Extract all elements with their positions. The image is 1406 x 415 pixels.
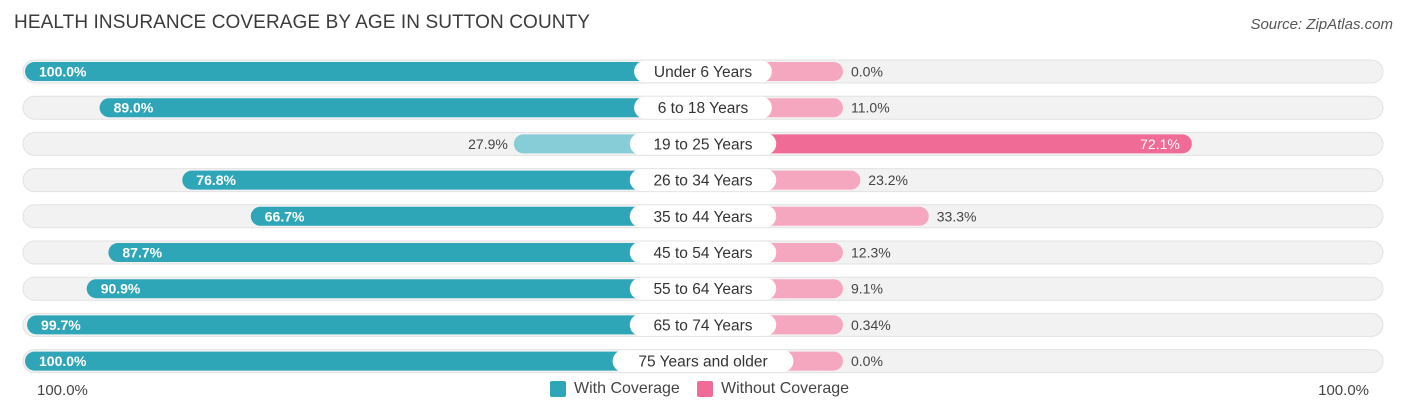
- category-label-pill: [629, 205, 777, 228]
- category-label-pill: [634, 96, 772, 119]
- legend: With Coverage Without Coverage: [0, 380, 1406, 402]
- category-label: 55 to 64 Years: [653, 281, 752, 298]
- without-coverage-value-label: 11.0%: [851, 100, 890, 116]
- bar-with-coverage: [25, 62, 703, 81]
- category-label-pill: [629, 241, 777, 264]
- without-coverage-value-label: 12.3%: [851, 245, 891, 261]
- with-coverage-value-label: 100.0%: [39, 64, 87, 80]
- category-label: 19 to 25 Years: [653, 136, 752, 153]
- category-label: Under 6 Years: [654, 64, 752, 81]
- without-coverage-value-label: 0.0%: [851, 353, 883, 369]
- with-coverage-value-label: 27.9%: [468, 136, 508, 152]
- category-label-pill: [629, 277, 777, 300]
- axis-right-label: 100.0%: [1318, 382, 1369, 399]
- category-label: 75 Years and older: [638, 354, 767, 371]
- with-coverage-value-label: 90.9%: [101, 281, 141, 297]
- chart-title: HEALTH INSURANCE COVERAGE BY AGE IN SUTT…: [14, 12, 591, 33]
- without-coverage-value-label: 0.0%: [851, 64, 883, 80]
- legend-item-with-coverage: With Coverage: [550, 380, 680, 398]
- with-coverage-value-label: 87.7%: [122, 245, 162, 261]
- bar-with-coverage: [182, 170, 703, 190]
- without-coverage-value-label: 9.1%: [851, 281, 883, 297]
- with-coverage-value-label: 99.7%: [41, 317, 81, 333]
- legend-label-with: With Coverage: [574, 380, 680, 397]
- with-coverage-value-label: 100.0%: [39, 353, 87, 369]
- bar-with-coverage: [25, 351, 703, 371]
- without-coverage-value-label: 72.1%: [1140, 136, 1180, 152]
- category-label-pill: [629, 169, 777, 192]
- bar-without-coverage: [703, 134, 1192, 154]
- category-label: 26 to 34 Years: [653, 173, 752, 190]
- category-label: 45 to 54 Years: [653, 245, 752, 262]
- axis-left-label: 100.0%: [37, 382, 88, 399]
- bar-with-coverage: [27, 315, 704, 335]
- legend-swatch-with: [550, 381, 566, 397]
- legend-label-without: Without Coverage: [721, 380, 850, 397]
- with-coverage-value-label: 76.8%: [196, 172, 236, 188]
- without-coverage-value-label: 33.3%: [937, 208, 977, 224]
- category-label-pill: [612, 350, 794, 373]
- without-coverage-value-label: 0.34%: [851, 317, 891, 333]
- category-label-pill: [634, 60, 772, 83]
- with-coverage-value-label: 89.0%: [114, 100, 154, 116]
- bar-with-coverage: [108, 243, 704, 262]
- category-label-pill: [629, 313, 777, 336]
- without-coverage-value-label: 23.2%: [868, 172, 908, 188]
- category-label: 65 to 74 Years: [653, 317, 752, 334]
- category-label: 35 to 44 Years: [653, 209, 752, 226]
- bar-with-coverage: [99, 98, 703, 118]
- chart-area: Under 6 Years 100.0% 0.0% 6 to 18 Years 89.0…: [22, 59, 1384, 374]
- legend-item-without-coverage: Without Coverage: [697, 380, 849, 398]
- bar-with-coverage: [86, 279, 703, 299]
- category-label: 6 to 18 Years: [658, 100, 749, 117]
- category-label-pill: [629, 132, 777, 155]
- legend-swatch-without: [697, 381, 713, 397]
- bar-with-coverage: [250, 206, 704, 226]
- source-label: Source: ZipAtlas.com: [1250, 16, 1393, 33]
- with-coverage-value-label: 66.7%: [265, 208, 305, 224]
